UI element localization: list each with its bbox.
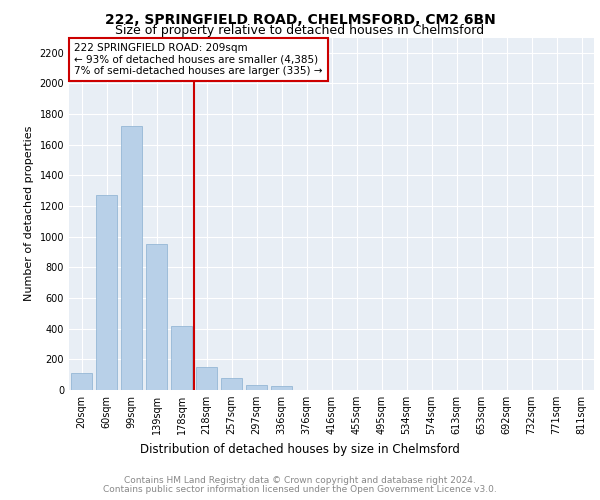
Text: Distribution of detached houses by size in Chelmsford: Distribution of detached houses by size …: [140, 443, 460, 456]
Bar: [221, 378, 242, 390]
Text: Size of property relative to detached houses in Chelmsford: Size of property relative to detached ho…: [115, 24, 485, 37]
Bar: [71, 373, 92, 390]
Bar: [246, 384, 267, 390]
Y-axis label: Number of detached properties: Number of detached properties: [24, 126, 34, 302]
Text: Contains HM Land Registry data © Crown copyright and database right 2024.: Contains HM Land Registry data © Crown c…: [124, 476, 476, 485]
Text: Contains public sector information licensed under the Open Government Licence v3: Contains public sector information licen…: [103, 485, 497, 494]
Bar: [121, 126, 142, 390]
Bar: [196, 367, 217, 390]
Text: 222 SPRINGFIELD ROAD: 209sqm
← 93% of detached houses are smaller (4,385)
7% of : 222 SPRINGFIELD ROAD: 209sqm ← 93% of de…: [74, 43, 323, 76]
Bar: [271, 386, 292, 390]
Text: 222, SPRINGFIELD ROAD, CHELMSFORD, CM2 6BN: 222, SPRINGFIELD ROAD, CHELMSFORD, CM2 6…: [104, 12, 496, 26]
Bar: [96, 196, 117, 390]
Bar: [146, 244, 167, 390]
Bar: [171, 326, 192, 390]
